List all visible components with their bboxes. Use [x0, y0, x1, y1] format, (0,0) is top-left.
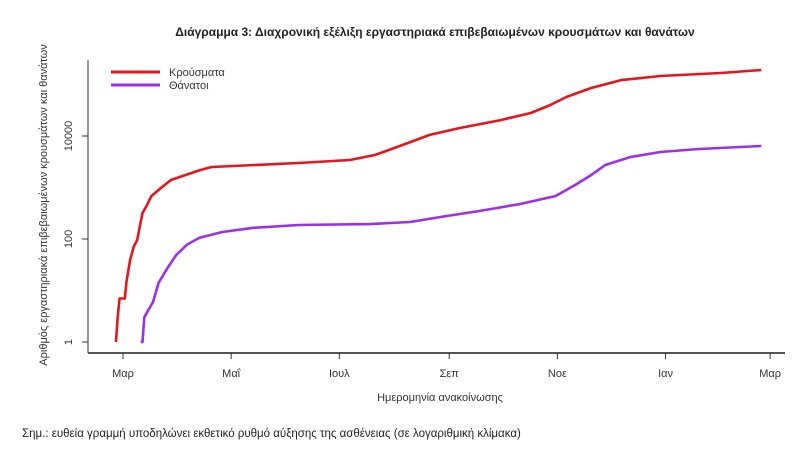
chart-note: Σημ.: ευθεία γραμμή υποδηλώνει εκθετικό …: [22, 428, 521, 440]
x-tick-label: Μαΐ: [222, 368, 241, 380]
legend: Κρούσματα Θάνατοι: [111, 67, 225, 92]
x-tick-label: Νοε: [548, 368, 567, 380]
x-tick-label: Σεπ: [440, 368, 460, 380]
y-tick-label: 1: [63, 339, 75, 345]
x-tick-label: Μαρ: [759, 368, 781, 380]
y-tick-label: 10000: [63, 121, 75, 152]
x-tick-label: Ιαν: [658, 368, 673, 380]
chart-title: Διάγραμμα 3: Διαχρονική εξέλιξη εργαστηρ…: [175, 25, 695, 39]
x-tick-label: Μαρ: [112, 368, 134, 380]
series-line-deaths: [140, 144, 762, 344]
y-tick-label: 100: [63, 230, 75, 248]
legend-label-cases: Κρούσματα: [169, 67, 225, 79]
x-axis-label: Ημερομηνία ανακοίνωσης: [377, 392, 503, 404]
series-line-cases: [114, 68, 762, 343]
x-tick-label: Ιουλ: [329, 368, 350, 380]
y-axis-label: Αριθμός εργαστηριακά επιβεβαιωμένων κρου…: [38, 44, 50, 366]
legend-label-deaths: Θάνατοι: [169, 80, 209, 92]
